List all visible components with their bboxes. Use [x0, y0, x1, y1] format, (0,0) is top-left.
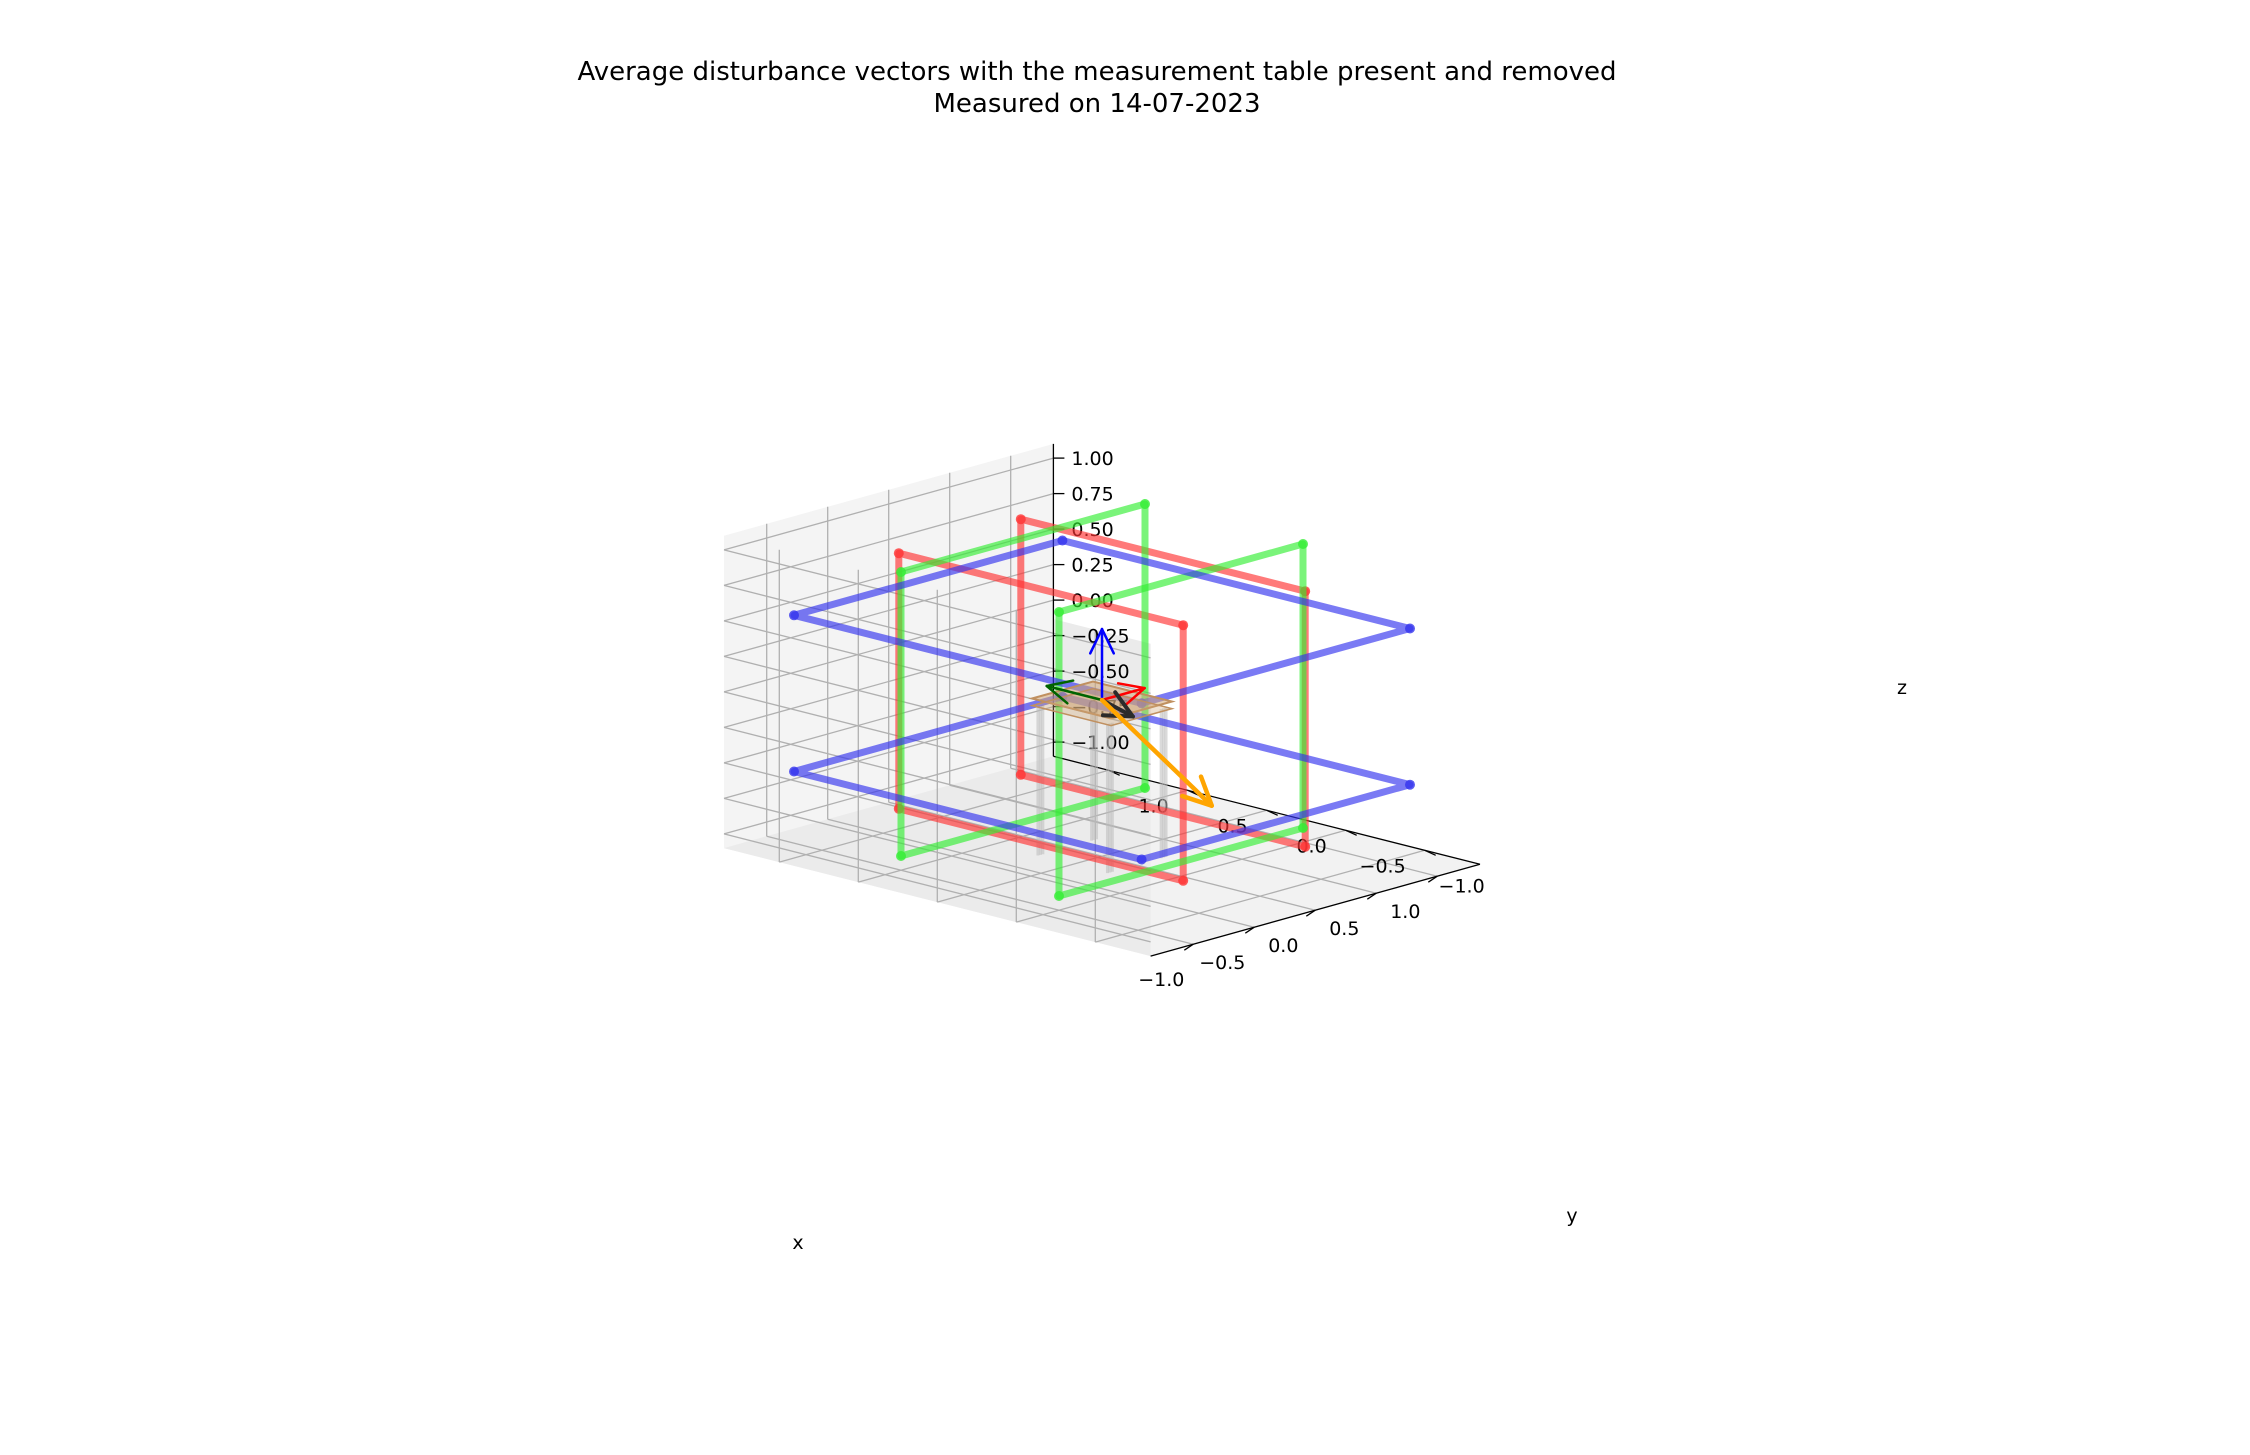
grid-line [723, 741, 1054, 835]
unit-axis-z-arrow-head [1089, 627, 1115, 655]
grid-line [723, 833, 1151, 943]
coil-z-corner [1136, 854, 1147, 865]
y-tick-label: −0.5 [1360, 855, 1406, 877]
x-tick-label-mark [1305, 909, 1316, 917]
chart-subtitle: Measured on 14-07-2023 [933, 89, 1260, 119]
grid-line [723, 634, 1054, 729]
x-tick-label: 1.0 [1390, 901, 1420, 923]
z-axis-label: z [1897, 677, 1907, 699]
y-tick-label-mark [1266, 809, 1278, 816]
z-tick-label: 0.75 [1071, 484, 1113, 506]
grid-line [723, 655, 1151, 766]
grid-line [723, 457, 1054, 551]
coil-y-corner [1298, 539, 1308, 549]
coil-x-corner [1300, 841, 1311, 852]
grid-line [723, 599, 1054, 693]
x-tick-label: 0.5 [1329, 918, 1359, 940]
plot-content [789, 499, 1415, 901]
x-axis-label: x [792, 1232, 803, 1254]
coil-y-corner [1140, 783, 1150, 793]
z-tick-label: 1.00 [1071, 448, 1113, 470]
unit-axis-x-arrow-head [1116, 682, 1146, 708]
coil-z-corner [1405, 623, 1415, 634]
x-tick-label-mark [1183, 943, 1194, 951]
grid-line [723, 705, 1054, 800]
grid-line [723, 492, 1054, 587]
coil-z-corner [789, 766, 799, 777]
coil-z-corner [1405, 779, 1415, 790]
z-tick-label: 0.25 [1071, 555, 1113, 577]
z-tick-label: −0.50 [1071, 661, 1129, 683]
x-tick-label-mark [1427, 875, 1438, 883]
y-tick-label-mark [1424, 849, 1436, 856]
y-tick-label: −1.0 [1439, 875, 1485, 897]
x-tick-label: −1.0 [1138, 969, 1184, 991]
y-axis-label: y [1566, 1205, 1577, 1227]
z-tick-label: −0.25 [1071, 626, 1129, 648]
x-tick-label: 0.0 [1268, 935, 1298, 957]
chart-title: Average disturbance vectors with the mea… [577, 57, 1616, 87]
grid-line [723, 670, 1054, 764]
disturbance-vector-table-removed [1099, 697, 1215, 808]
unit-axis-y-arrow [1045, 684, 1104, 702]
unit-axis-y-arrow-head [1045, 679, 1075, 705]
coil-x-corner [1178, 875, 1189, 886]
z-tick-label: −1.00 [1071, 732, 1129, 754]
table-bottom [1029, 687, 1175, 727]
grid-line [1095, 849, 1425, 943]
x-tick-label: −0.5 [1199, 952, 1245, 974]
x-tick-label-mark [1366, 892, 1377, 900]
disturbance-vector-table-present-head [1100, 690, 1135, 719]
disturbance-vector-table-removed-head [1180, 774, 1215, 808]
coil-x-corner [1015, 514, 1026, 525]
coil-y-corner [1140, 499, 1150, 509]
x-tick-label-mark [1244, 926, 1255, 934]
coil-z-corner [1057, 535, 1068, 546]
coil-x-corner [1015, 769, 1026, 780]
unit-axis-x-arrow [1100, 686, 1146, 702]
grid-line [723, 584, 1151, 695]
coil-x-corner [1178, 620, 1189, 631]
coil-y-corner [896, 567, 906, 577]
x-axis-line [1150, 863, 1481, 957]
coil-y-corner [1054, 607, 1064, 617]
coil-y-corner [896, 851, 906, 861]
coil-y-corner [1298, 823, 1308, 833]
grid-line [723, 691, 1151, 801]
coil-y-corner [1054, 891, 1064, 901]
coil-z-corner [789, 610, 799, 621]
grid-line [723, 549, 1151, 659]
grid-line [723, 726, 1151, 837]
y-tick-label-mark [1345, 829, 1357, 836]
coil-x-corner [893, 548, 904, 559]
